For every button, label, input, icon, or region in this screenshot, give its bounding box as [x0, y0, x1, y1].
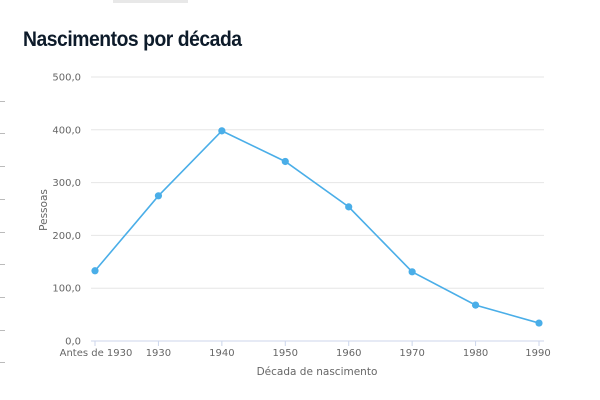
x-tick-label: 1960 [336, 348, 361, 359]
edge-tick [0, 133, 5, 134]
series-line [94, 129, 540, 324]
edge-tick [0, 362, 5, 363]
edge-tick [0, 199, 5, 200]
edge-tick [0, 232, 5, 233]
data-point[interactable] [281, 157, 289, 166]
x-tick-label: 1930 [146, 348, 171, 359]
y-tick-label: 200,0 [52, 231, 81, 242]
edge-tick [0, 166, 5, 167]
y-tick-label: 500,0 [52, 73, 81, 84]
y-tick-label: 300,0 [52, 178, 81, 189]
y-tick-label: 100,0 [52, 284, 81, 295]
data-point[interactable] [471, 301, 480, 309]
y-tick-label: 0,0 [65, 337, 81, 348]
top-scroll-tab [113, 0, 188, 3]
data-point[interactable] [535, 319, 543, 327]
y-tick-label: 400,0 [52, 125, 81, 136]
y-axis-label: Pessoas [38, 189, 50, 231]
data-point[interactable] [345, 203, 353, 211]
edge-tick [0, 101, 5, 102]
x-tick-label: Antes de 1930 [60, 348, 133, 359]
x-tick-label: 1990 [525, 348, 550, 359]
x-tick-label: 1970 [399, 348, 424, 359]
data-point[interactable] [91, 267, 99, 275]
page-title: Nascimentos por década [23, 28, 242, 51]
data-point[interactable] [218, 127, 226, 135]
x-axis-label: Década de nascimento [257, 366, 378, 378]
edge-tick [0, 330, 5, 331]
x-tick-label: 1940 [209, 348, 234, 359]
data-point[interactable] [408, 268, 416, 276]
edge-tick [0, 264, 5, 265]
x-tick-label: 1950 [273, 348, 298, 359]
data-point[interactable] [154, 192, 163, 200]
edge-tick [0, 297, 5, 298]
x-tick-label: 1980 [463, 348, 488, 359]
